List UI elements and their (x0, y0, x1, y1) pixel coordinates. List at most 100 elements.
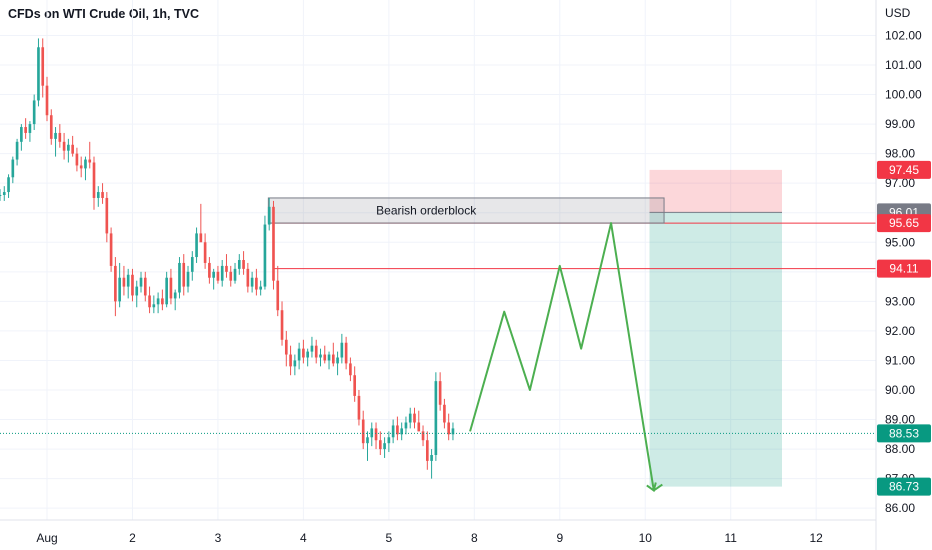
candle (186, 265, 190, 293)
candle-body (114, 265, 117, 302)
stop-zone[interactable] (649, 169, 782, 213)
candle (101, 183, 104, 204)
time-tick-label: 12 (809, 531, 823, 545)
candle-body (109, 233, 113, 266)
candle (156, 292, 160, 314)
candle-body (310, 345, 314, 352)
candle (216, 265, 220, 284)
price-tag: 86.73 (877, 477, 931, 496)
orderblock-label: Bearish orderblock (376, 204, 477, 218)
candle-body (173, 292, 177, 299)
candle-body (408, 413, 412, 423)
price-tick-label: 89.00 (885, 413, 915, 427)
candle (203, 233, 207, 269)
time-tick-label: 10 (639, 531, 653, 545)
candle-body (220, 265, 224, 281)
candle (336, 351, 339, 376)
price-tag-bg (877, 160, 931, 179)
candle (233, 262, 237, 284)
candle (58, 124, 62, 148)
projection-line[interactable] (469, 222, 663, 492)
candle-body (387, 437, 391, 444)
price-tick-label: 91.00 (885, 353, 915, 367)
price-tag-label: 94.11 (889, 262, 918, 276)
candle (84, 156, 87, 181)
candle-body (54, 132, 57, 139)
time-tick-label: 11 (724, 531, 737, 545)
candle (161, 289, 164, 311)
candle (165, 271, 168, 308)
time-tick-label: 4 (300, 531, 307, 545)
price-tag-bg (877, 424, 931, 443)
candle (293, 354, 297, 376)
candle (272, 200, 275, 290)
candle-body (242, 260, 245, 269)
price-tick-label: 97.00 (885, 176, 915, 190)
candle (28, 121, 32, 142)
candle-body (45, 85, 49, 116)
candle-body (374, 428, 378, 441)
candle-body (336, 357, 339, 364)
time-axis[interactable]: Aug 2 3 4 5 8 9 10 11 12 (0, 519, 876, 545)
candle-body (139, 277, 143, 287)
candle (24, 118, 27, 139)
candle-body (425, 440, 429, 461)
candle-body (20, 127, 23, 142)
price-tick-label: 88.00 (885, 442, 915, 456)
candle-body (182, 262, 186, 287)
candle-body (62, 141, 66, 151)
candle (11, 156, 15, 184)
price-tag-bg (877, 214, 931, 233)
price-tick-label: 92.00 (885, 324, 915, 338)
candle-body (438, 381, 442, 405)
candle-body (190, 257, 194, 272)
candle (96, 186, 100, 207)
candle (54, 127, 57, 157)
candle-body (169, 277, 173, 299)
candle (404, 416, 408, 435)
price-tick-label: 86.00 (885, 501, 915, 515)
candle-body (378, 440, 382, 450)
position-tool[interactable] (649, 169, 782, 487)
candle-body (67, 144, 70, 151)
time-tick-label: 5 (386, 531, 393, 545)
candle-body (314, 345, 318, 358)
candle (15, 138, 19, 166)
candle (357, 390, 361, 426)
projection-path[interactable] (469, 222, 663, 493)
candle-body (284, 339, 288, 355)
candle-body (165, 277, 168, 305)
candle (284, 330, 288, 367)
candle-body (186, 271, 190, 287)
candle-body (357, 395, 361, 420)
candle-body (237, 260, 241, 269)
candle-body (344, 342, 348, 364)
bearish-orderblock[interactable]: Bearish orderblock (267, 197, 665, 224)
candle (88, 141, 92, 169)
candle-body (195, 233, 198, 258)
candle (212, 268, 215, 290)
level-lines[interactable] (268, 222, 876, 270)
price-tick-label: 90.00 (885, 383, 915, 397)
candle-body (250, 277, 254, 287)
candle (340, 333, 344, 364)
candle (109, 227, 113, 272)
candle (396, 416, 399, 441)
candle (143, 271, 147, 302)
candle (195, 227, 198, 263)
candle-body (122, 277, 126, 287)
candle (349, 357, 352, 382)
candle-body (327, 354, 331, 361)
candle-body (289, 354, 292, 367)
candle (122, 265, 126, 296)
candle (366, 431, 369, 461)
target-zone[interactable] (649, 212, 782, 487)
candle (126, 268, 130, 299)
candle-body (293, 360, 297, 367)
candle-body (84, 159, 87, 169)
candle (220, 260, 224, 287)
candle-body (75, 153, 79, 166)
time-tick-label: 9 (556, 531, 563, 545)
candle-body (443, 404, 446, 423)
